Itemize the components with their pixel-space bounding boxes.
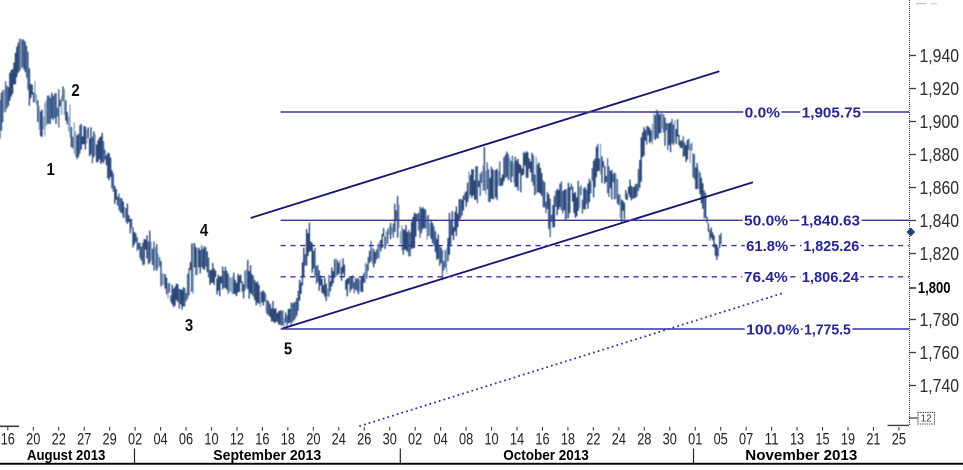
svg-text:1,880: 1,880 (920, 145, 960, 165)
svg-text:04: 04 (153, 431, 167, 449)
svg-text:10: 10 (204, 431, 218, 449)
svg-text:1,806.24: 1,806.24 (802, 270, 860, 286)
svg-text:18: 18 (281, 431, 295, 449)
svg-text:1,840: 1,840 (920, 211, 960, 231)
svg-text:1,940: 1,940 (920, 46, 960, 66)
svg-text:15: 15 (815, 431, 829, 449)
svg-text:1,840.63: 1,840.63 (801, 214, 860, 230)
svg-text:30: 30 (383, 431, 397, 449)
svg-text:14: 14 (510, 431, 524, 449)
svg-text:76.4%: 76.4% (744, 270, 788, 286)
svg-text:04: 04 (434, 431, 448, 449)
svg-text:05: 05 (714, 431, 728, 449)
svg-text:25: 25 (892, 431, 906, 449)
svg-text:1,900: 1,900 (920, 112, 960, 132)
svg-text:September 2013: September 2013 (213, 447, 321, 464)
svg-text:1,820: 1,820 (920, 244, 960, 264)
svg-text:02: 02 (408, 431, 422, 449)
svg-text:October 2013: October 2013 (503, 447, 589, 464)
svg-text:1: 1 (47, 159, 56, 179)
svg-text:08: 08 (459, 431, 473, 449)
svg-text:28: 28 (637, 431, 651, 449)
svg-text:24: 24 (332, 431, 346, 449)
svg-text:0.0%: 0.0% (745, 105, 780, 121)
svg-text:1,860: 1,860 (920, 178, 960, 198)
svg-text:3: 3 (185, 315, 194, 335)
svg-text:1,920: 1,920 (920, 79, 960, 99)
svg-text:1,905.75: 1,905.75 (802, 105, 861, 121)
svg-text:1,825.26: 1,825.26 (803, 239, 859, 255)
svg-text:18: 18 (561, 431, 575, 449)
svg-text:16: 16 (535, 431, 549, 449)
svg-text:07: 07 (739, 431, 753, 449)
svg-text:1,800: 1,800 (918, 280, 951, 297)
svg-text:100.0%: 100.0% (746, 322, 799, 338)
svg-text:29: 29 (103, 431, 117, 449)
svg-text:02: 02 (128, 431, 142, 449)
svg-text:16: 16 (255, 431, 269, 449)
svg-text:06: 06 (179, 431, 193, 449)
svg-text:24: 24 (612, 431, 626, 449)
svg-text:1,775.5: 1,775.5 (804, 322, 851, 338)
svg-text:19: 19 (841, 431, 855, 449)
svg-text:20: 20 (306, 431, 320, 449)
svg-text:1,780: 1,780 (920, 310, 960, 330)
svg-text:50.0%: 50.0% (744, 214, 788, 230)
svg-text:5: 5 (284, 338, 293, 358)
svg-text:1,760: 1,760 (920, 343, 960, 363)
svg-text:22: 22 (52, 431, 66, 449)
svg-text:01: 01 (688, 431, 702, 449)
svg-text:10: 10 (484, 431, 498, 449)
svg-text:1,740: 1,740 (920, 376, 960, 396)
svg-text:22: 22 (586, 431, 600, 449)
svg-text:16: 16 (1, 431, 15, 449)
svg-text:12: 12 (230, 431, 244, 449)
svg-text:21: 21 (866, 431, 880, 449)
svg-text:November 2013: November 2013 (745, 447, 857, 464)
svg-text:20: 20 (26, 431, 40, 449)
svg-text:4: 4 (200, 220, 209, 240)
svg-text:12: 12 (921, 414, 933, 425)
svg-text:13: 13 (790, 431, 804, 449)
svg-text:61.8%: 61.8% (746, 239, 788, 255)
svg-text:2: 2 (71, 80, 80, 100)
svg-text:27: 27 (77, 431, 91, 449)
svg-text:26: 26 (357, 431, 371, 449)
svg-text:August 2013: August 2013 (27, 447, 105, 464)
svg-text:11: 11 (765, 431, 779, 449)
svg-text:30: 30 (663, 431, 677, 449)
